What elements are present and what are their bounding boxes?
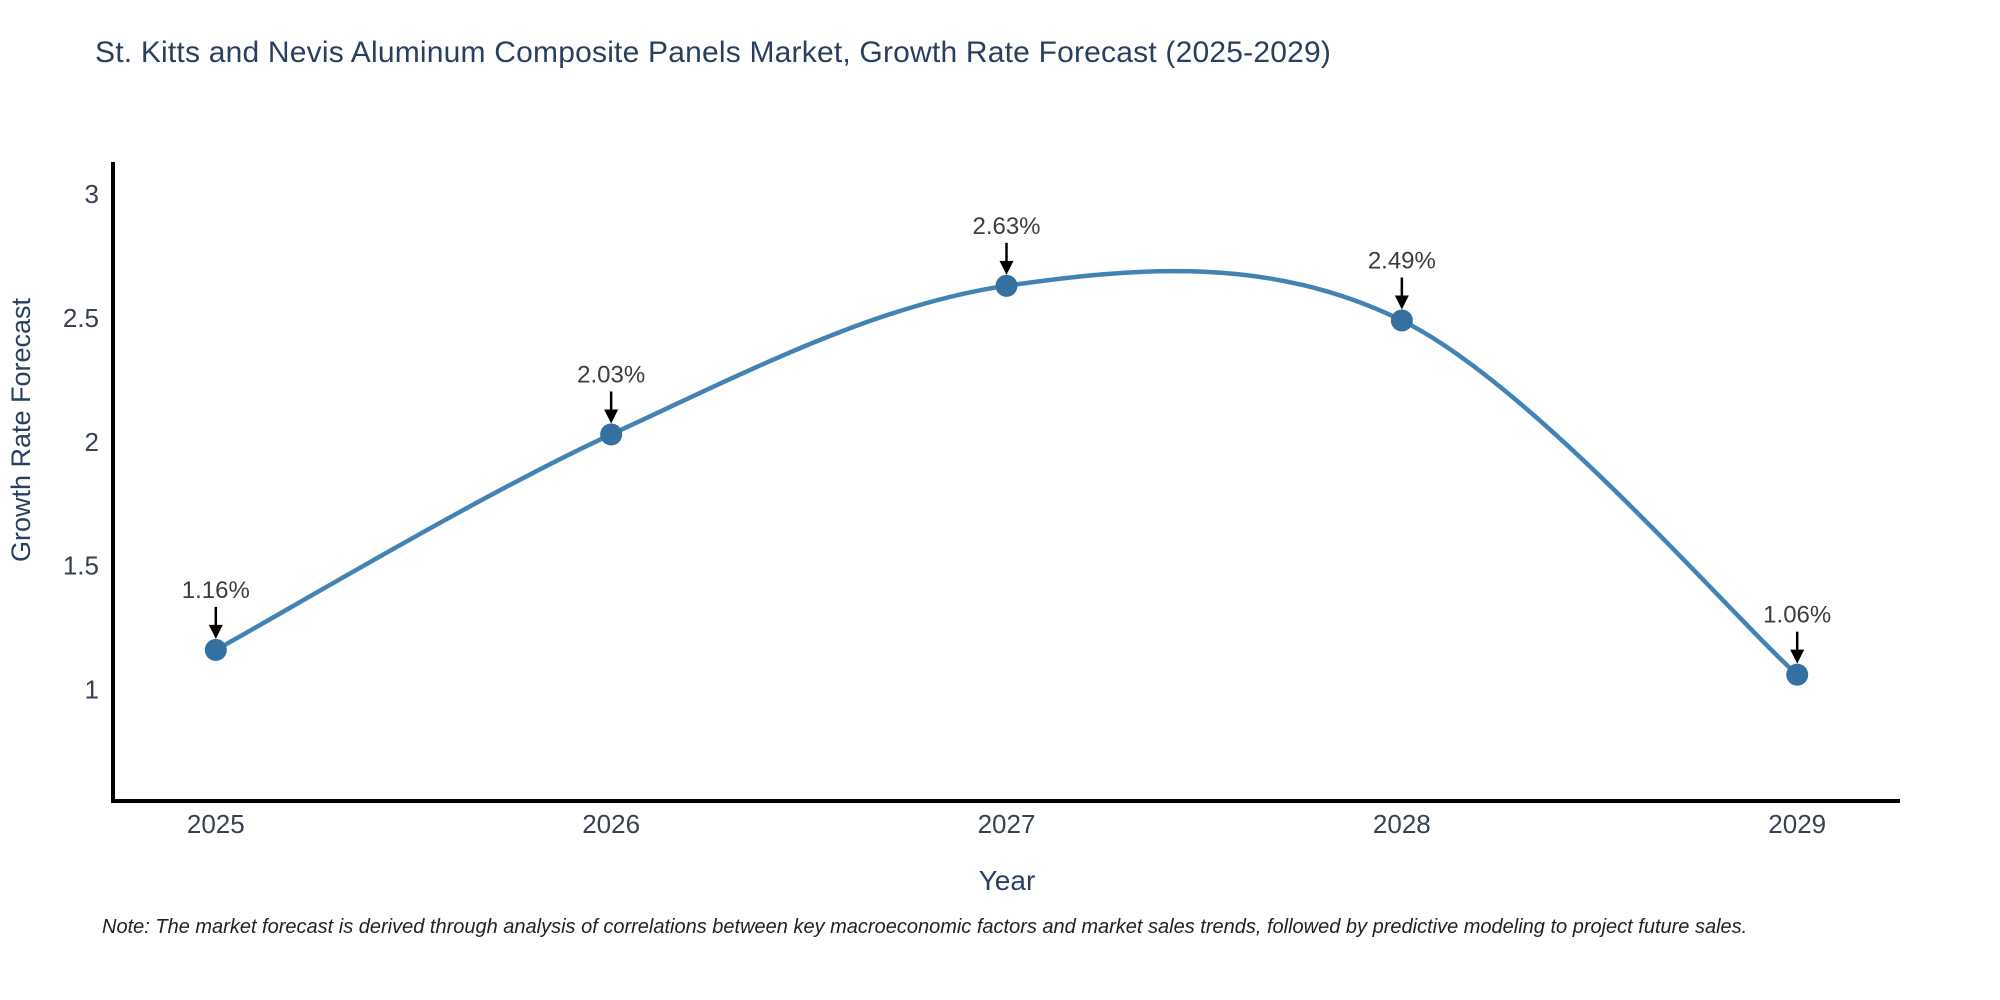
annotation-arrowhead — [604, 409, 619, 424]
data-point-marker — [204, 638, 227, 661]
y-tick-label: 1.5 — [63, 551, 99, 581]
trend-series-layer — [204, 268, 1809, 686]
data-point-label: 2.49% — [1368, 248, 1436, 275]
axes-layer: 1 1.5 2 2.5 3 2025 2026 2027 2028 2029 — [63, 162, 1900, 839]
footnote: Note: The market forecast is derived thr… — [102, 916, 1748, 938]
y-tick-label: 2 — [85, 427, 99, 457]
data-point-marker — [600, 423, 623, 446]
annotations-layer: 1.16% 2.03% 2.63% 2.49% 1.06% — [182, 213, 1831, 664]
data-point-marker — [995, 274, 1018, 297]
annotation-arrowhead — [1394, 295, 1409, 310]
x-tick-label: 2027 — [978, 809, 1036, 839]
data-point-label: 1.16% — [182, 577, 250, 604]
annotation-arrowhead — [208, 624, 223, 639]
chart-title: St. Kitts and Nevis Aluminum Composite P… — [95, 36, 1332, 69]
x-tick-label: 2026 — [582, 809, 640, 839]
x-tick-label: 2025 — [187, 809, 245, 839]
trend-line — [213, 268, 1800, 677]
annotation-arrowhead — [1790, 649, 1805, 664]
x-tick-label: 2029 — [1768, 809, 1826, 839]
y-tick-label: 1 — [85, 675, 99, 705]
data-point-marker — [1390, 309, 1413, 332]
data-point-label: 1.06% — [1763, 602, 1831, 629]
annotation-arrowhead — [999, 260, 1014, 275]
data-point-label: 2.03% — [577, 361, 645, 388]
y-tick-label: 3 — [85, 179, 99, 209]
x-tick-label: 2028 — [1373, 809, 1431, 839]
data-point-label: 2.63% — [972, 213, 1040, 240]
x-axis-title: Year — [979, 865, 1036, 896]
y-tick-label: 2.5 — [63, 303, 99, 333]
data-point-marker — [1786, 663, 1809, 686]
y-axis-title: Growth Rate Forecast — [6, 297, 36, 562]
